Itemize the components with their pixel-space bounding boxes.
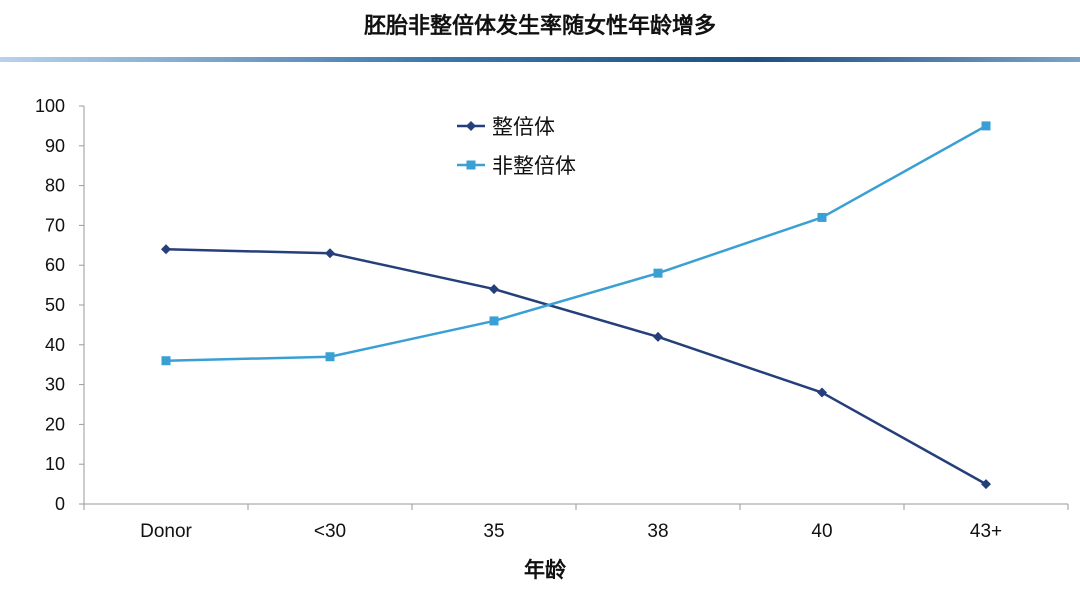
data-point	[161, 356, 171, 366]
y-tick-label: 20	[45, 414, 65, 434]
x-tick-label: 40	[811, 521, 832, 542]
y-tick-label: 10	[45, 454, 65, 474]
y-tick-label: 30	[45, 375, 65, 395]
legend-marker	[466, 160, 476, 170]
data-point	[981, 121, 991, 131]
y-tick-label: 70	[45, 215, 65, 235]
data-point	[325, 248, 335, 259]
series-line	[165, 124, 987, 362]
series-diamond	[161, 244, 991, 490]
series-square	[161, 121, 991, 366]
legend-entry: 非整倍体	[457, 155, 576, 178]
chart-series	[161, 121, 991, 490]
x-tick-label: 35	[483, 521, 504, 542]
legend-entry: 整倍体	[457, 116, 555, 139]
data-point	[489, 284, 499, 295]
x-tick-label: 43+	[970, 521, 1002, 542]
slide-title: 胚胎非整倍体发生率随女性年龄增多	[363, 14, 716, 39]
y-tick-label: 50	[45, 295, 65, 315]
y-tick-label: 90	[45, 136, 65, 156]
y-tick-label: 40	[45, 335, 65, 355]
data-point	[325, 352, 335, 362]
data-point	[817, 212, 827, 222]
legend-label: 非整倍体	[492, 155, 576, 178]
data-point	[489, 316, 499, 326]
y-tick-label: 100	[35, 96, 65, 116]
data-point	[161, 244, 171, 255]
data-point	[981, 479, 991, 490]
data-point	[817, 387, 827, 398]
chart-axes: 0 10 20 30 40 50 60 70 80 90 100 Donor <30 35 38 40 43+	[35, 96, 1069, 542]
legend-marker	[466, 121, 476, 131]
series-line	[165, 248, 987, 486]
x-tick-label: 38	[647, 521, 668, 542]
data-point	[653, 268, 663, 278]
y-tick-label: 60	[45, 255, 65, 275]
x-tick-label: <30	[314, 521, 346, 542]
legend-label: 整倍体	[492, 116, 555, 139]
title-underline	[0, 57, 1080, 62]
x-tick-label: Donor	[140, 521, 192, 542]
y-tick-label: 0	[55, 494, 65, 514]
y-tick-label: 80	[45, 176, 65, 196]
x-axis-title: 年龄	[524, 558, 567, 582]
data-point	[653, 331, 663, 342]
